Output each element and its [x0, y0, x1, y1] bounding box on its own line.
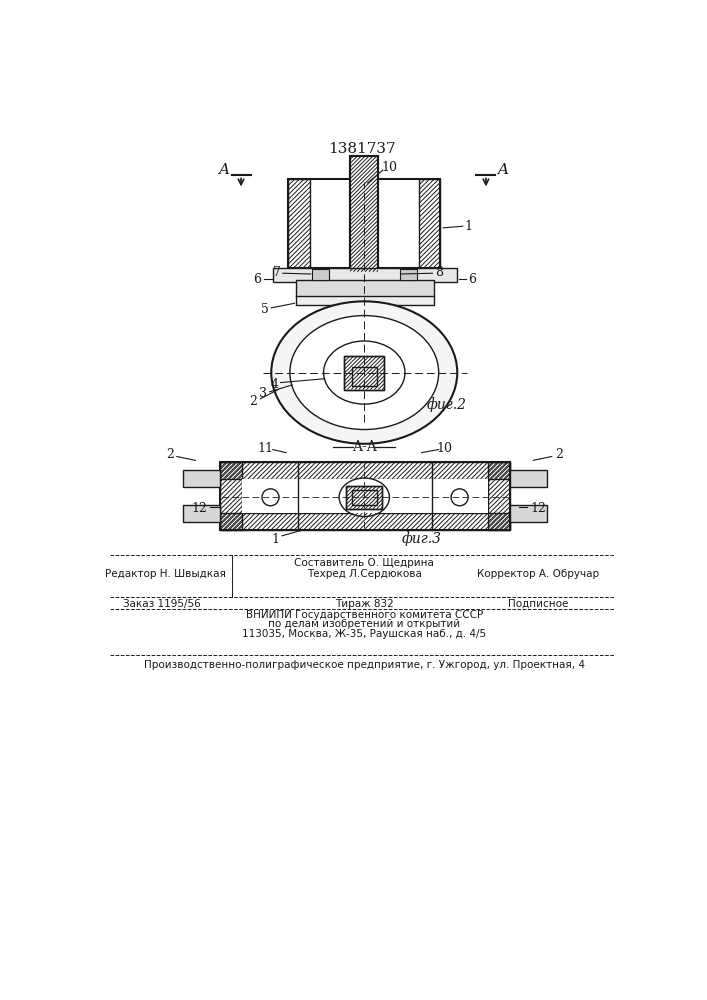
Bar — [183, 470, 220, 487]
Text: 1: 1 — [464, 220, 472, 233]
Text: 2: 2 — [556, 448, 563, 461]
Bar — [351, 156, 378, 272]
Bar — [344, 356, 385, 389]
Text: 5: 5 — [261, 303, 269, 316]
Bar — [183, 505, 220, 522]
Text: 6: 6 — [253, 273, 262, 286]
Ellipse shape — [290, 316, 438, 430]
Text: Подписное: Подписное — [508, 599, 568, 609]
Bar — [419, 179, 440, 268]
Text: A: A — [498, 163, 508, 177]
Bar — [296, 296, 434, 305]
Circle shape — [262, 489, 279, 506]
Text: 2: 2 — [249, 395, 257, 408]
Bar — [489, 462, 510, 530]
Text: Корректор А. Обручар: Корректор А. Обручар — [477, 569, 599, 579]
Text: 6: 6 — [468, 273, 476, 286]
Bar — [352, 490, 377, 505]
Bar — [273, 268, 457, 282]
Text: Тираж 832: Тираж 832 — [335, 599, 394, 609]
Bar — [296, 280, 434, 297]
Bar — [510, 505, 547, 522]
Bar — [242, 479, 489, 513]
Bar — [288, 179, 440, 268]
Bar — [220, 513, 510, 530]
Text: 1381737: 1381737 — [328, 142, 396, 156]
Bar — [351, 156, 378, 272]
Text: Составитель О. Щедрина: Составитель О. Щедрина — [294, 558, 434, 568]
Text: A: A — [218, 163, 230, 177]
Bar — [288, 179, 310, 268]
Bar — [510, 470, 547, 487]
Text: 8: 8 — [435, 266, 443, 279]
Bar — [220, 513, 510, 530]
Text: 10: 10 — [381, 161, 397, 174]
Bar — [346, 486, 382, 509]
Bar — [351, 156, 378, 272]
Text: Заказ 1195/56: Заказ 1195/56 — [123, 599, 201, 609]
Text: 1: 1 — [272, 533, 280, 546]
Text: 12: 12 — [530, 502, 546, 515]
Bar — [220, 462, 242, 530]
Bar — [352, 367, 377, 386]
Bar — [220, 462, 510, 530]
Text: Техред Л.Сердюкова: Техред Л.Сердюкова — [307, 569, 421, 579]
Text: Производственно-полиграфическое предприятие, г. Ужгород, ул. Проектная, 4: Производственно-полиграфическое предприя… — [144, 660, 585, 670]
Circle shape — [451, 489, 468, 506]
Text: 4: 4 — [270, 378, 279, 391]
Bar — [489, 462, 510, 530]
Text: A-A: A-A — [352, 440, 377, 454]
Text: 113035, Москва, Ж-35, Раушская наб., д. 4/5: 113035, Москва, Ж-35, Раушская наб., д. … — [243, 629, 486, 639]
Bar — [220, 462, 510, 479]
Bar — [288, 179, 310, 268]
Text: 2: 2 — [166, 448, 174, 461]
Text: 12: 12 — [192, 502, 207, 515]
Text: фиг.2: фиг.2 — [426, 397, 467, 412]
Text: 7: 7 — [273, 266, 281, 279]
Ellipse shape — [339, 478, 390, 517]
Bar — [344, 356, 385, 389]
Ellipse shape — [324, 341, 405, 404]
Text: Редактор Н. Швыдкая: Редактор Н. Швыдкая — [105, 569, 226, 579]
Bar — [312, 269, 329, 280]
Text: 3: 3 — [259, 387, 267, 400]
Bar — [346, 486, 382, 509]
Bar — [220, 462, 510, 479]
Bar — [419, 179, 440, 268]
Ellipse shape — [271, 301, 457, 444]
Bar — [344, 356, 385, 389]
Bar — [346, 486, 382, 509]
Text: по делам изобретений и открытий: по делам изобретений и открытий — [268, 619, 460, 629]
Bar — [400, 269, 417, 280]
Bar — [220, 462, 242, 530]
Text: 11: 11 — [257, 442, 273, 455]
Text: 10: 10 — [437, 442, 453, 455]
Text: фиг.3: фиг.3 — [402, 531, 442, 546]
Text: ВНИИПИ Государственного комитета СССР: ВНИИПИ Государственного комитета СССР — [245, 610, 483, 620]
